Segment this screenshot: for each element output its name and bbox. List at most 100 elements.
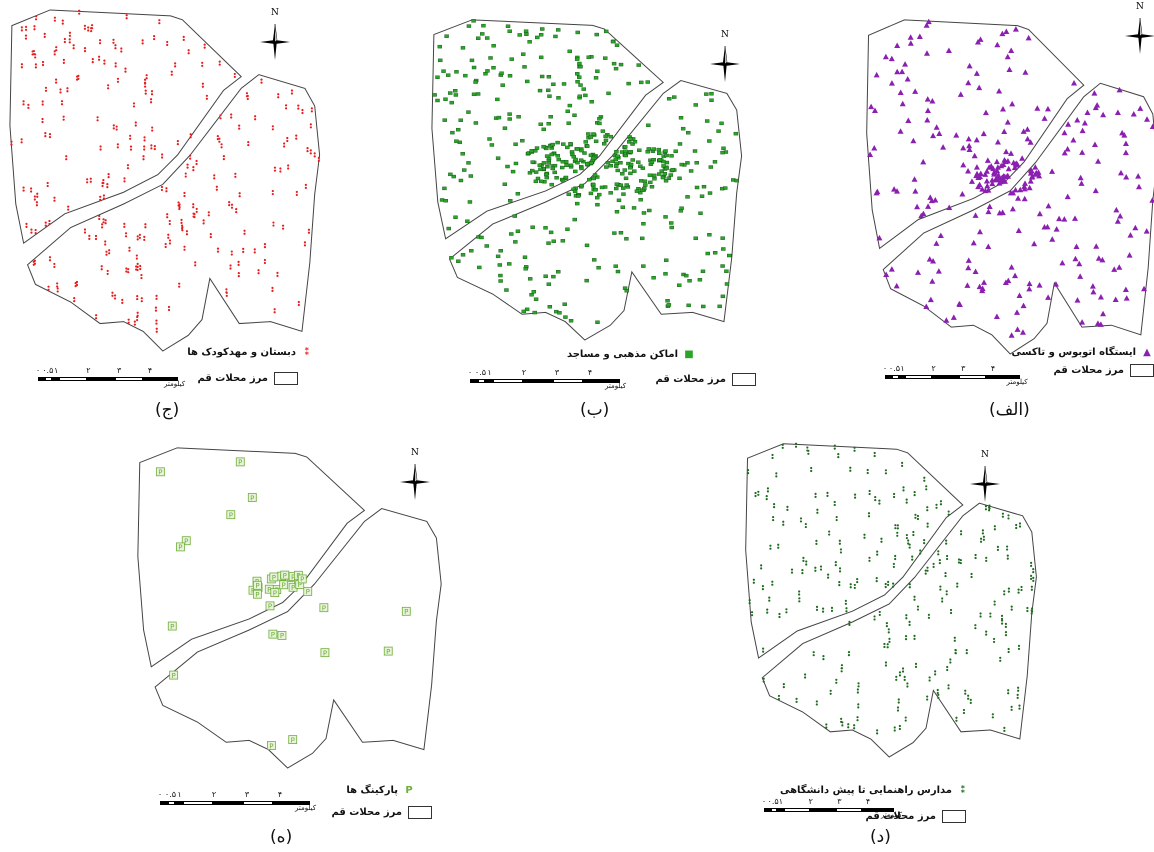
- map-point: [453, 215, 458, 219]
- map-point: [546, 75, 552, 79]
- map-point: [1028, 168, 1035, 174]
- map-point: [897, 89, 904, 95]
- map-point: [1017, 686, 1020, 692]
- legend-points-label-alef: ایستگاه اتوبوس و تاکسی: [1011, 347, 1136, 358]
- map-point: [666, 303, 672, 307]
- legend-boundary-h: مرز محلات قم: [331, 806, 432, 819]
- map-point: [898, 724, 901, 731]
- map-point: [994, 41, 1001, 48]
- map-point: [507, 29, 512, 33]
- map-point: [965, 257, 972, 263]
- map-point: [546, 282, 552, 286]
- map-point: [933, 124, 940, 130]
- scale-tick-label: ۳: [961, 364, 966, 373]
- map-point: [286, 136, 289, 143]
- map-point: [582, 151, 587, 155]
- map-point: [572, 113, 577, 117]
- map-point: [170, 70, 173, 76]
- map-point: [151, 126, 154, 132]
- map-point: [123, 222, 126, 228]
- map-point: [642, 186, 647, 191]
- map-point: [524, 307, 530, 312]
- map-point: [1017, 644, 1021, 650]
- map-point: [555, 140, 560, 145]
- map-point: [1092, 187, 1099, 194]
- map-point: [309, 123, 312, 129]
- scale-tick-label: ۱: [778, 797, 784, 806]
- map-point: [544, 146, 549, 151]
- map-point: [107, 173, 110, 179]
- map-point: [632, 169, 637, 173]
- map-point: [897, 128, 904, 134]
- map-b-svg: [431, 19, 743, 341]
- map-point: [634, 189, 640, 193]
- map-point: [1015, 523, 1018, 530]
- map-point: [1091, 141, 1098, 147]
- map-point: [1006, 554, 1009, 560]
- map-point: [959, 190, 966, 197]
- map-point: [985, 243, 992, 249]
- map-point: [719, 121, 724, 126]
- map-point: [989, 176, 996, 183]
- map-point: [549, 182, 554, 187]
- map-point: [906, 682, 909, 688]
- map-point: [220, 143, 223, 149]
- map-point: [439, 198, 445, 202]
- map-point: [821, 607, 825, 613]
- svg-text:P: P: [158, 469, 162, 477]
- map-point: [991, 713, 994, 719]
- map-point: [1112, 296, 1119, 302]
- map-point: [590, 156, 596, 161]
- map-point: [505, 24, 511, 28]
- map-point: [1149, 123, 1154, 130]
- map-point: [1010, 605, 1013, 611]
- svg-text:P: P: [170, 623, 174, 631]
- map-point: P: [226, 510, 236, 520]
- map-point: [585, 144, 590, 149]
- map-point: [54, 78, 58, 84]
- map-point: [453, 89, 458, 93]
- map-point: [307, 228, 311, 234]
- legend-boundary-d: مرز محلات قم: [865, 810, 966, 823]
- map-point: [451, 174, 456, 179]
- map-point: [1100, 310, 1107, 317]
- map-point: [155, 294, 158, 300]
- map-point: [597, 121, 602, 126]
- map-point: [1041, 223, 1048, 230]
- map-point: [178, 204, 181, 211]
- map-point: [612, 231, 617, 235]
- map-point: [498, 249, 503, 253]
- map-point: [925, 203, 932, 209]
- map-point: [960, 161, 967, 168]
- map-point: [908, 583, 911, 589]
- map-point: [752, 578, 755, 584]
- map-point: [664, 166, 669, 171]
- map-point: [969, 698, 972, 705]
- map-point: [614, 43, 620, 47]
- map-point: [597, 117, 602, 121]
- boundary-south-region: [882, 82, 1154, 355]
- map-panel-c: N ⁑ دبستان و مهدکودک ها مرز محلات قم ۰ ۰.…: [0, 0, 330, 430]
- map-point: [765, 495, 768, 501]
- map-point: [972, 268, 979, 274]
- map-point: [588, 135, 594, 139]
- map-point: [935, 503, 938, 509]
- map-point: [446, 226, 451, 231]
- map-point: [1045, 202, 1052, 209]
- svg-text:P: P: [229, 512, 233, 520]
- map-point: [926, 695, 929, 701]
- map-point: [454, 70, 459, 74]
- map-point: [905, 117, 912, 123]
- map-point: [894, 68, 901, 75]
- map-point: [894, 554, 897, 561]
- map-point: [138, 233, 141, 239]
- map-point: [1053, 226, 1060, 232]
- map-point: [114, 44, 117, 50]
- map-points-layer: [867, 18, 1154, 338]
- map-point: [556, 28, 561, 32]
- map-point: [1021, 183, 1028, 190]
- map-point: [969, 178, 976, 184]
- svg-text:P: P: [267, 586, 271, 594]
- map-h-svg: PPPPPPPPPPPPPPPPPPPPPPPPPPPPPPPPPPPPPP: [137, 447, 442, 769]
- scale-tick-label: ۳: [244, 790, 250, 799]
